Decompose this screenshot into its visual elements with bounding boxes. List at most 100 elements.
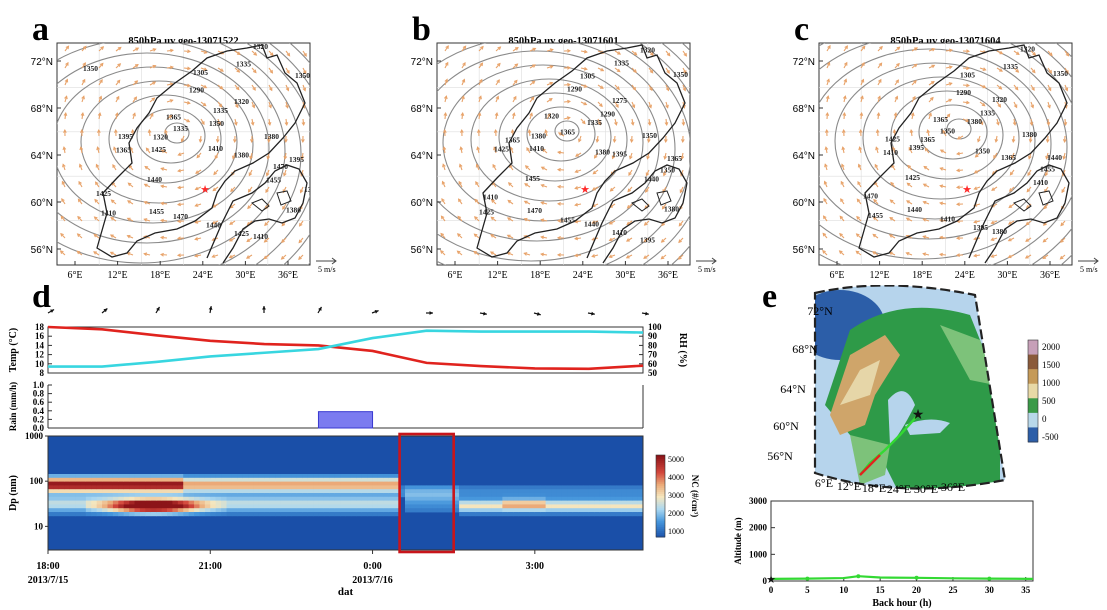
colorbar-segment [656, 506, 665, 509]
rh-tick-label: 90 [648, 331, 658, 341]
time-tick-label: 21:00 [199, 561, 222, 572]
y-tick-label: 60°N [793, 198, 815, 209]
y-tick-label: 64°N [31, 151, 53, 162]
map-panel-c: c 850hPa uv geo-1307160413201335135013051… [793, 11, 1099, 281]
colorbar-segment [656, 504, 665, 507]
contour-label: 1455 [149, 207, 164, 216]
contour-label: 1290 [189, 86, 204, 95]
colorbar-segment [656, 485, 665, 489]
height-contour [526, 106, 596, 162]
height-contour [136, 108, 206, 164]
y-tick-label: 68°N [31, 104, 53, 115]
coastline [476, 44, 686, 258]
contour-label: 1350 [83, 64, 98, 73]
lon-label: 36°E [941, 480, 965, 494]
contour-label: 1395 [612, 150, 627, 159]
contour-label: 1335 [980, 109, 995, 118]
colorbar-segment [656, 520, 665, 524]
colorbar-segment [656, 508, 665, 511]
contour-label: 1335 [587, 118, 602, 127]
colorbar-segment [656, 479, 665, 483]
contour-label: 1290 [600, 110, 615, 119]
contour-label: 1455 [560, 216, 575, 225]
lat-label: 64°N [780, 382, 806, 396]
contour-label: 1380 [664, 205, 679, 214]
altitude-point [987, 576, 992, 581]
x-tick-label: 36°E [658, 270, 678, 281]
colorbar-tick-label: 500 [1042, 396, 1056, 406]
contour-label: 1395 [973, 223, 988, 232]
contour-label: 1380 [967, 117, 982, 126]
contour-label: 1440 [206, 221, 221, 230]
colorbar-segment [656, 530, 665, 534]
colorbar-segment [656, 528, 665, 532]
dp-axis-label: Dp (nm) [8, 475, 19, 511]
contour-label: 1350 [295, 71, 310, 80]
panel-letter: a [32, 11, 49, 48]
dp-tick-label: 1000 [25, 431, 44, 441]
coastline [96, 44, 306, 258]
contour-label: 1410 [529, 144, 544, 153]
map-border [813, 285, 1007, 490]
backhour-tick-label: 15 [876, 585, 886, 595]
altitude-point [914, 575, 919, 580]
contour-label: 1395 [289, 155, 304, 164]
panel-letter: b [412, 11, 431, 48]
colorbar-segment [656, 487, 665, 491]
x-tick-label: 6°E [447, 270, 462, 281]
backhour-tick-label: 20 [912, 585, 922, 595]
contour-label: 1440 [584, 220, 599, 229]
station-star-icon: ★ [200, 184, 210, 196]
x-tick-label: 30°E [997, 270, 1017, 281]
contour-label: 1350 [673, 70, 688, 79]
temp-rh-frame [47, 326, 644, 374]
contour-label: 1365 [1001, 153, 1016, 162]
contour-label: 1365 [505, 136, 520, 145]
contour-label: 1365 [920, 135, 935, 144]
rain-bar [317, 411, 374, 429]
lat-label: 60°N [773, 419, 799, 433]
rh-tick-label: 100 [648, 322, 662, 332]
time-tick-label: 18:00 [36, 561, 59, 572]
y-tick-label: 60°N [411, 198, 433, 209]
backhour-tick-label: 10 [839, 585, 849, 595]
height-contour [80, 80, 238, 204]
contour-label: 1455 [1040, 165, 1055, 174]
backhour-tick-label: 5 [805, 585, 810, 595]
dp-tick-label: 10 [34, 521, 44, 531]
colorbar-segment [1028, 398, 1038, 414]
contour-label: 1425 [479, 208, 494, 217]
contour-label: 1470 [527, 206, 542, 215]
contour-label: 1365 [933, 115, 948, 124]
colorbar-segment [656, 469, 665, 472]
terrain-map [815, 285, 1005, 489]
colorbar-segment [656, 471, 665, 474]
contour-label: 1350 [940, 127, 955, 136]
contour-label: 1335 [1003, 62, 1018, 71]
rain-tick-label: 0.2 [33, 414, 45, 424]
contour-label: 1320 [1020, 45, 1035, 54]
colorbar-tick-label: 0 [1042, 414, 1047, 424]
contour-label: 1425 [494, 145, 509, 154]
map-title: 850hPa uv geo-13071522 [128, 36, 238, 47]
contour-label: 1320 [253, 42, 268, 51]
contour-label: 1290 [956, 88, 971, 97]
colorbar-segment [656, 518, 665, 522]
colorbar-segment [656, 500, 665, 503]
contour-label: 1395 [909, 143, 924, 152]
lon-label: 24°E [887, 482, 911, 496]
colorbar-segment [656, 463, 665, 466]
height-contour [57, 43, 286, 264]
contour-label: 1380 [992, 227, 1007, 236]
contour-label: 1275 [612, 96, 627, 105]
y-tick-label: 68°N [793, 104, 815, 115]
coastline [206, 164, 308, 264]
colorbar-tick-label: 4000 [668, 473, 684, 482]
contour-label: 1380 [264, 132, 279, 141]
contour-label: 1350 [1053, 69, 1068, 78]
colorbar-segment [656, 489, 665, 493]
colorbar-segment [656, 477, 665, 481]
x-tick-label: 12°E [488, 270, 508, 281]
contour-label: 1380 [531, 132, 546, 141]
